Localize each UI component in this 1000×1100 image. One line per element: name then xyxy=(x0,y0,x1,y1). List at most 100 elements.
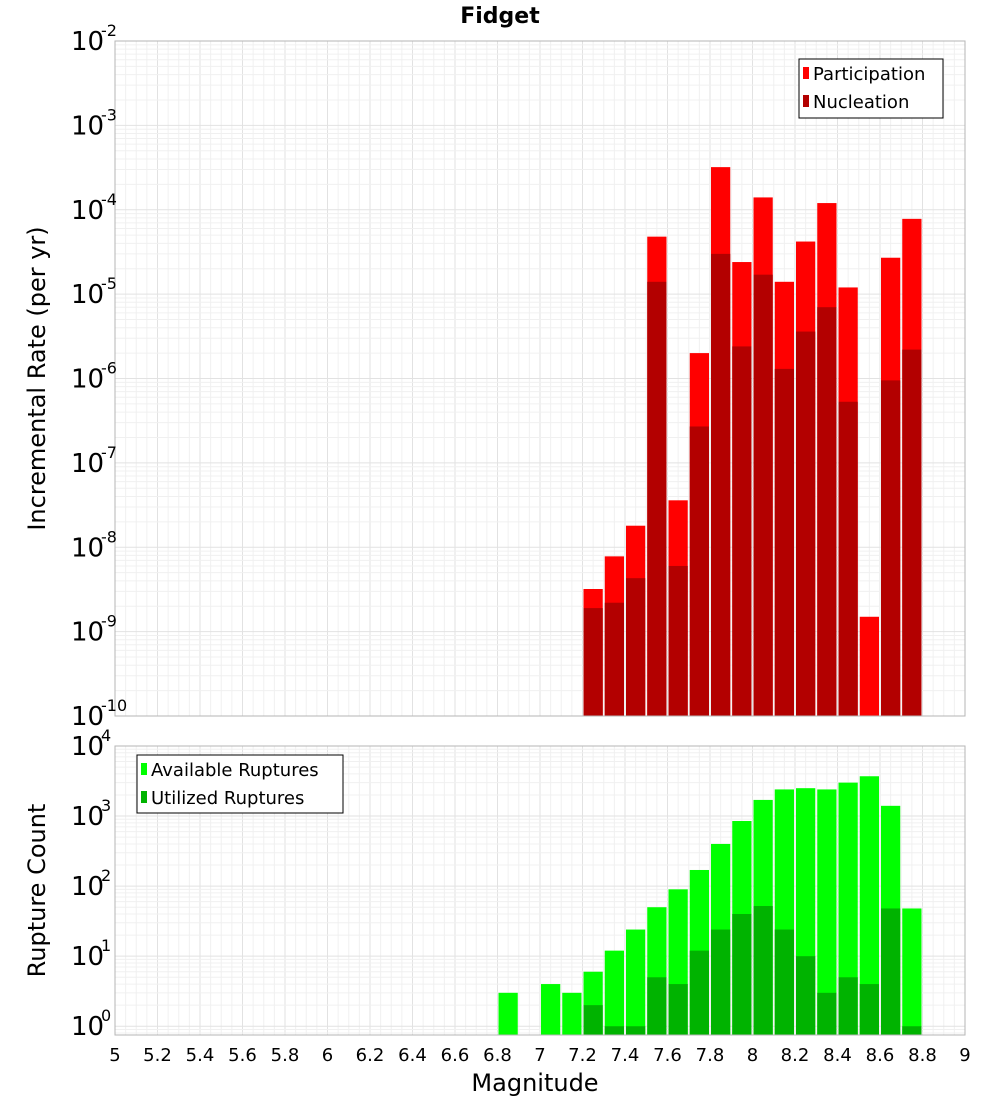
y-tick-base: 10 xyxy=(71,702,104,732)
bar xyxy=(838,401,858,716)
bar xyxy=(604,950,624,1035)
bar xyxy=(774,368,794,716)
y-tick-base: 10 xyxy=(71,872,104,902)
y-tick-label: 104 xyxy=(71,726,111,762)
legend-item: Nucleation xyxy=(803,92,909,113)
legend-item: Available Ruptures xyxy=(141,760,319,781)
chart-title: Fidget xyxy=(460,4,540,29)
bar xyxy=(647,977,667,1035)
bar xyxy=(838,977,858,1035)
grid xyxy=(114,40,966,717)
x-tick-label: 5.6 xyxy=(228,1045,257,1066)
y-tick-label: 10-3 xyxy=(71,105,117,141)
legend-label: Available Ruptures xyxy=(151,760,319,781)
y-tick-base: 10 xyxy=(71,802,104,832)
y-tick-exponent: -5 xyxy=(101,274,117,293)
x-tick-label: 6 xyxy=(322,1045,333,1066)
bar xyxy=(817,307,837,716)
bar xyxy=(711,253,731,716)
x-tick-label: 8 xyxy=(747,1045,758,1066)
y-tick-base: 10 xyxy=(71,111,104,141)
bar xyxy=(859,984,879,1035)
legend: Participation Nucleation xyxy=(798,58,944,119)
y-tick-label: 102 xyxy=(71,866,111,902)
y-tick-base: 10 xyxy=(71,365,104,395)
bar xyxy=(604,1026,624,1035)
bar xyxy=(881,380,901,716)
x-tick-label: 8.4 xyxy=(823,1045,852,1066)
bar xyxy=(689,950,709,1035)
y-tick-label: 101 xyxy=(71,936,111,972)
y-tick-exponent: -4 xyxy=(101,190,117,209)
bar xyxy=(626,929,646,1035)
y-tick-label: 10-2 xyxy=(71,21,117,57)
y-tick-exponent: -8 xyxy=(101,527,117,546)
y-tick-exponent: -6 xyxy=(101,359,117,378)
legend-box xyxy=(136,754,344,814)
legend-label: Utilized Ruptures xyxy=(151,788,304,809)
legend-swatch xyxy=(141,763,147,775)
legend: Available Ruptures Utilized Ruptures xyxy=(136,754,344,814)
x-tick-label: 8.6 xyxy=(866,1045,895,1066)
bar xyxy=(689,426,709,716)
bar xyxy=(562,992,582,1035)
x-tick-label: 8.2 xyxy=(781,1045,810,1066)
y-tick-base: 10 xyxy=(71,196,104,226)
x-tick-label: 7.8 xyxy=(696,1045,725,1066)
x-tick-label: 8.8 xyxy=(908,1045,937,1066)
legend-label: Participation xyxy=(813,64,925,85)
legend-item: Utilized Ruptures xyxy=(141,788,304,809)
bar xyxy=(774,929,794,1035)
bar xyxy=(817,992,837,1035)
rate-panel: 10-1010-910-810-710-610-510-410-310-2Inc… xyxy=(23,4,966,732)
bar xyxy=(859,776,879,1035)
x-tick-label: 5.8 xyxy=(271,1045,300,1066)
x-tick-label: 7.2 xyxy=(568,1045,597,1066)
y-tick-base: 10 xyxy=(71,732,104,762)
series-nucleation xyxy=(583,253,922,716)
bar xyxy=(583,608,603,716)
legend-swatch xyxy=(803,67,809,79)
bar xyxy=(583,1005,603,1035)
plot-frame xyxy=(114,745,966,1036)
y-tick-label: 10-4 xyxy=(71,190,117,226)
grid xyxy=(114,745,966,1035)
x-tick-label: 5.4 xyxy=(186,1045,215,1066)
bar xyxy=(902,908,922,1035)
bar xyxy=(668,565,688,716)
x-tick-label: 6.6 xyxy=(441,1045,470,1066)
bar xyxy=(732,914,752,1035)
y-tick-exponent: -2 xyxy=(101,21,117,40)
y-tick-exponent: 3 xyxy=(101,796,111,815)
bar xyxy=(796,956,816,1035)
y-tick-base: 10 xyxy=(71,1012,104,1042)
y-tick-label: 103 xyxy=(71,796,111,832)
y-tick-base: 10 xyxy=(71,533,104,563)
y-tick-exponent: 2 xyxy=(101,866,111,885)
bar xyxy=(859,616,879,716)
y-tick-label: 10-5 xyxy=(71,274,117,310)
y-tick-label: 100 xyxy=(71,1006,111,1042)
plot-frame xyxy=(114,40,966,717)
bar xyxy=(902,1026,922,1035)
y-tick-exponent: -3 xyxy=(101,105,117,124)
y-tick-label: 10-10 xyxy=(71,696,127,732)
legend-swatch xyxy=(141,791,147,803)
y-tick-base: 10 xyxy=(71,942,104,972)
bar xyxy=(902,349,922,716)
x-axis-label: Magnitude xyxy=(471,1069,598,1097)
y-tick-exponent: 1 xyxy=(101,936,111,955)
y-axis-label: Incremental Rate (per yr) xyxy=(23,226,51,530)
x-tick-label: 6.4 xyxy=(398,1045,427,1066)
y-tick-exponent: -10 xyxy=(101,696,127,715)
x-tick-labels: 5 5.2 5.4 5.6 5.8 6 6.2 6.4 6.6 6.8 7 7.2 7.4 7.6 7.8 8… xyxy=(109,1045,970,1066)
y-tick-label: 10-9 xyxy=(71,612,117,648)
y-tick-label: 10-6 xyxy=(71,359,117,395)
y-axis-label: Rupture Count xyxy=(23,804,51,978)
y-tick-base: 10 xyxy=(71,449,104,479)
y-tick-base: 10 xyxy=(71,618,104,648)
bar xyxy=(668,984,688,1035)
